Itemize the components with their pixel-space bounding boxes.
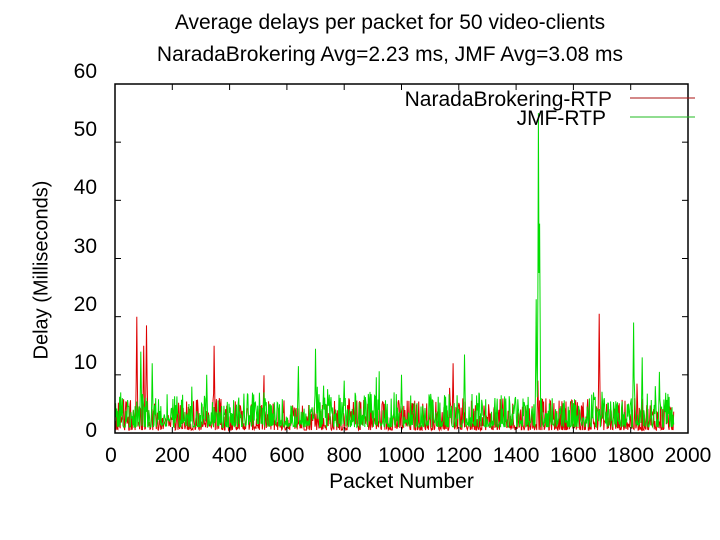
x-tick-label: 2000 — [664, 444, 712, 467]
y-tick-label: 10 — [73, 350, 97, 374]
x-tick-label: 1200 — [435, 444, 483, 467]
y-tick-label: 20 — [73, 292, 97, 316]
legend-label-narada: NaradaBrokering-RTP — [404, 88, 612, 111]
x-tick-label: 1600 — [550, 444, 597, 467]
x-tick-label: 1000 — [378, 444, 425, 467]
y-tick-label: 30 — [73, 234, 97, 258]
x-tick-label: 1400 — [492, 444, 540, 467]
chart-title: Average delays per packet for 50 video-c… — [174, 11, 606, 34]
legend-label-jmf: JMF-RTP — [516, 107, 606, 130]
x-tick-label: 400 — [212, 444, 248, 467]
y-tick-label: 40 — [73, 176, 97, 200]
series-jmf-line — [114, 113, 675, 429]
y-tick-label: 50 — [73, 118, 97, 142]
x-tick-label: 800 — [326, 444, 362, 467]
y-tick-label: 0 — [85, 419, 97, 442]
x-tick-label: 600 — [269, 444, 305, 467]
x-axis-label: Packet Number — [329, 470, 474, 493]
x-tick-label: 1800 — [607, 444, 655, 467]
x-tick-label: 200 — [154, 444, 190, 467]
y-tick-label: 60 — [73, 60, 97, 83]
x-tick-label: 0 — [105, 444, 117, 467]
y-axis-label: Delay (Milliseconds) — [30, 180, 53, 360]
chart-subtitle: NaradaBrokering Avg=2.23 ms, JMF Avg=3.0… — [156, 43, 624, 66]
